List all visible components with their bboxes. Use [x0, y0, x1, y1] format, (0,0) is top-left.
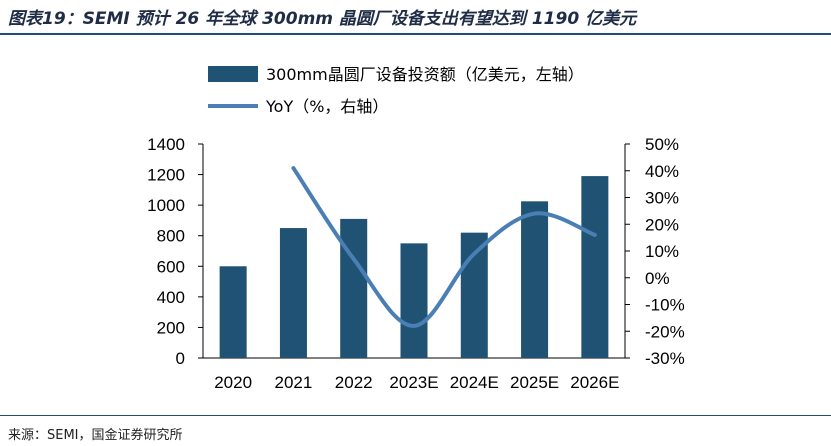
x-tick-label: 2021	[275, 373, 313, 392]
right-tick-label: 50%	[645, 135, 679, 154]
title-rule	[0, 33, 831, 35]
x-tick-label: 2022	[335, 373, 373, 392]
right-tick-label: -20%	[645, 322, 685, 341]
bar-2020	[219, 266, 247, 358]
left-tick-label: 600	[157, 257, 185, 276]
bars	[219, 176, 609, 358]
yoy-line-group	[291, 166, 597, 328]
bar-2021	[279, 228, 307, 358]
yoy-point	[291, 166, 295, 170]
legend-bar-swatch	[208, 66, 258, 82]
right-tick-label: 30%	[645, 189, 679, 208]
bar-2026E	[581, 176, 609, 358]
right-tick-label: -30%	[645, 349, 685, 368]
right-tick-label: 10%	[645, 242, 679, 261]
yoy-line	[291, 166, 597, 328]
right-tick-label: -10%	[645, 296, 685, 315]
ticks: 0 200 400 600 800 1000 1200 1400 -30% -20% -10% 0% 1…	[147, 135, 685, 392]
legend: 300mm晶圆厂设备投资额（亿美元，左轴） YoY（%，右轴）	[208, 65, 584, 116]
x-tick-label: 2023E	[389, 373, 438, 392]
left-tick-label: 1000	[147, 196, 185, 215]
right-tick-label: 40%	[645, 162, 679, 181]
footer-rule	[0, 415, 831, 416]
left-tick-label: 200	[157, 318, 185, 337]
x-tick-label: 2020	[214, 373, 252, 392]
chart: 300mm晶圆厂设备投资额（亿美元，左轴） YoY（%，右轴） 0 200 400 6…	[147, 65, 685, 392]
yoy-point	[593, 233, 597, 237]
yoy-point	[352, 257, 356, 261]
yoy-point	[472, 252, 476, 256]
right-tick-label: 20%	[645, 215, 679, 234]
x-tick-label: 2026E	[570, 373, 619, 392]
left-tick-label: 0	[176, 349, 185, 368]
bar-2023E	[400, 243, 428, 358]
right-tick-label: 0%	[645, 269, 670, 288]
yoy-point	[533, 212, 537, 216]
source-note: 来源：SEMI，国金证券研究所	[8, 428, 183, 443]
legend-bar-label: 300mm晶圆厂设备投资额（亿美元，左轴）	[266, 65, 584, 84]
left-tick-label: 1400	[147, 135, 185, 154]
left-tick-label: 1200	[147, 166, 185, 185]
bar-2025E	[521, 201, 549, 358]
legend-line-label: YoY（%，右轴）	[265, 97, 388, 116]
figure-title: 图表19：SEMI 预计 26 年全球 300mm 晶圆厂设备支出有望达到 11…	[8, 9, 637, 29]
bar-2022	[340, 218, 368, 358]
left-tick-label: 800	[157, 227, 185, 246]
yoy-point	[412, 324, 416, 328]
left-tick-label: 400	[157, 288, 185, 307]
x-tick-label: 2025E	[510, 373, 559, 392]
title-bar: 图表19：SEMI 预计 26 年全球 300mm 晶圆厂设备支出有望达到 11…	[0, 0, 831, 35]
x-tick-label: 2024E	[450, 373, 499, 392]
